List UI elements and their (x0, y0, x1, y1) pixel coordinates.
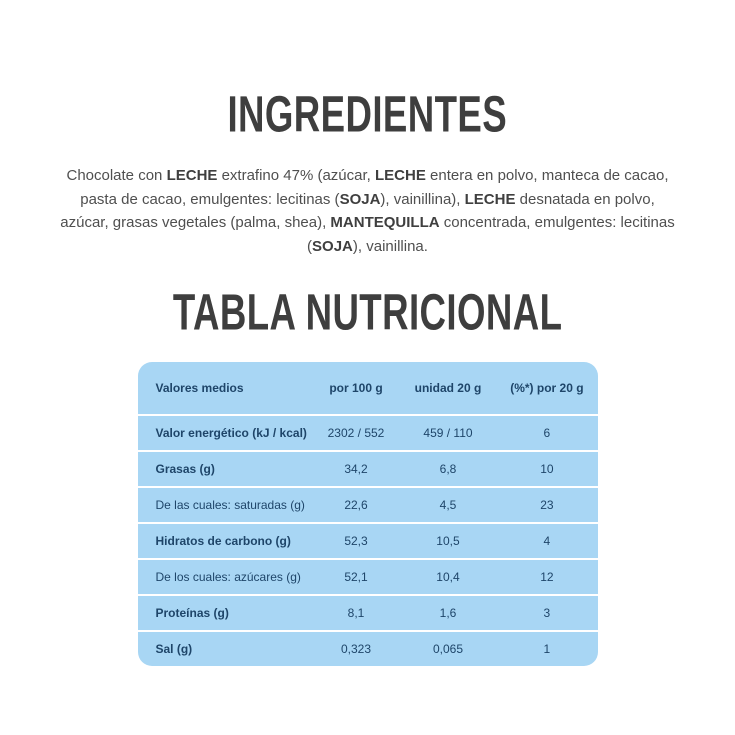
nutrition-table-row: Grasas (g) 34,2 6,8 10 (137, 452, 598, 486)
row-unidad-20g: 459 / 110 (423, 426, 473, 440)
row-per-100g: 8,1 (347, 606, 365, 620)
ingredients-title: INGREDIENTES (0, 84, 735, 143)
row-label: Grasas (g) (155, 462, 215, 476)
row-label: Proteínas (g) (155, 606, 229, 620)
header-valores-medios: Valores medios (155, 381, 244, 395)
row-per-100g: 22,6 (344, 498, 368, 512)
row-label: Hidratos de carbono (g) (155, 534, 291, 548)
header-por-100g: por 100 g (329, 381, 383, 395)
nutrition-table-row: De las cuales: saturadas (g) 22,6 4,5 23 (137, 488, 598, 522)
nutrition-table-row: Proteínas (g) 8,1 1,6 3 (137, 596, 598, 630)
ingredients-title-text: INGREDIENTES (227, 84, 508, 143)
row-per-100g: 52,3 (344, 534, 368, 548)
nutrition-table: Valores medios por 100 g unidad 20 g (%*… (137, 362, 598, 666)
header-unidad-20g: unidad 20 g (414, 381, 482, 395)
row-label: De los cuales: azúcares (g) (155, 570, 301, 584)
ingredients-paragraph: Chocolate con LECHE extrafino 47% (azúca… (60, 167, 675, 255)
row-pct-por-20g: 1 (543, 642, 551, 656)
row-pct-por-20g: 23 (540, 498, 554, 512)
row-pct-por-20g: 12 (540, 570, 554, 584)
nutrition-title-text: TABLA NUTRICIONAL (172, 282, 563, 341)
nutrition-table-row: Hidratos de carbono (g) 52,3 10,5 4 (137, 524, 598, 558)
row-per-100g: 0,323 (340, 642, 371, 656)
row-per-100g: 52,1 (344, 570, 368, 584)
row-unidad-20g: 0,065 (432, 642, 463, 656)
row-label: De las cuales: saturadas (g) (155, 498, 305, 512)
nutrition-table-row: Sal (g) 0,323 0,065 1 (137, 632, 598, 666)
header-pct-por-20g: (%*) por 20 g (510, 381, 584, 395)
row-label: Sal (g) (155, 642, 193, 656)
row-per-100g: 34,2 (344, 462, 368, 476)
nutrition-table-header-row: Valores medios por 100 g unidad 20 g (%*… (137, 362, 598, 414)
row-unidad-20g: 6,8 (439, 462, 457, 476)
row-unidad-20g: 4,5 (439, 498, 457, 512)
row-unidad-20g: 1,6 (439, 606, 457, 620)
row-pct-por-20g: 3 (543, 606, 551, 620)
row-pct-por-20g: 10 (540, 462, 554, 476)
nutrition-table-row: De los cuales: azúcares (g) 52,1 10,4 12 (137, 560, 598, 594)
nutrition-table-row: Valor energético (kJ / kcal) 2302 / 552 … (137, 416, 598, 450)
nutrition-title: TABLA NUTRICIONAL (0, 282, 735, 341)
row-unidad-20g: 10,5 (436, 534, 460, 548)
row-per-100g: 2302 / 552 (327, 426, 385, 440)
row-pct-por-20g: 4 (543, 534, 551, 548)
row-unidad-20g: 10,4 (436, 570, 460, 584)
row-pct-por-20g: 6 (543, 426, 551, 440)
row-label: Valor energético (kJ / kcal) (155, 426, 307, 440)
